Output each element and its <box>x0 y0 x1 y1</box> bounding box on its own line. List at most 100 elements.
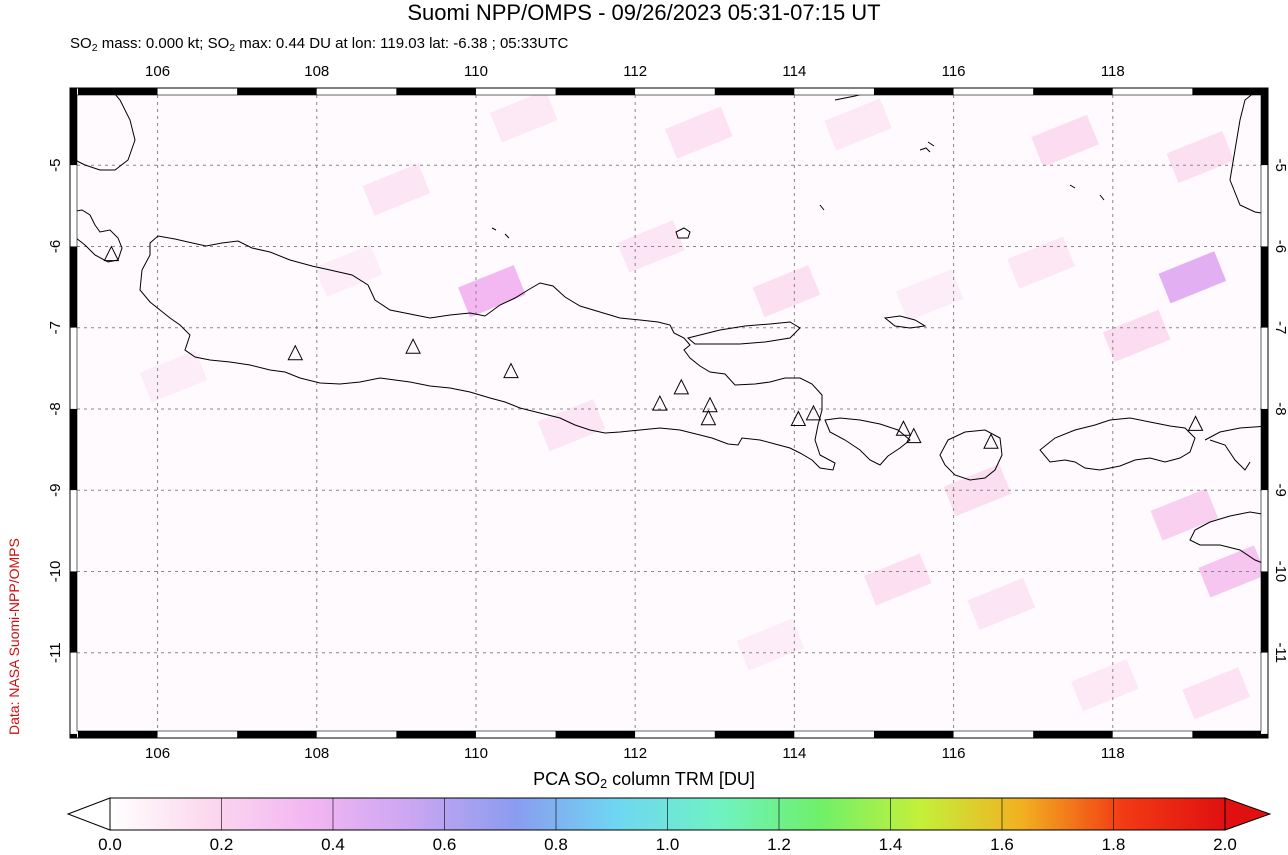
frame-segment <box>873 88 954 95</box>
so2-pixel <box>489 90 558 143</box>
volcano-icon <box>1187 415 1204 431</box>
so2-pixel <box>139 350 208 403</box>
lon-tick-label-top: 110 <box>464 63 488 80</box>
frame-segment <box>555 731 636 738</box>
frame-segment <box>70 165 77 247</box>
coastline-kangean <box>883 315 927 329</box>
frame-segment <box>794 731 874 738</box>
colorbar-label: 2.0 <box>1213 835 1237 854</box>
volcano-icon <box>405 338 421 354</box>
frame-segment <box>70 571 77 653</box>
lat-tick-label-left: -6 <box>47 240 64 253</box>
frame-segment <box>1261 327 1268 409</box>
frame-segment <box>1261 408 1268 491</box>
map-background <box>70 88 1268 738</box>
colorbar-title: PCA SO2 column TRM [DU] <box>533 769 755 791</box>
frame-segment <box>1033 88 1113 95</box>
so2-pixel <box>895 269 964 322</box>
frame-segment <box>1112 731 1193 738</box>
volcano-icon <box>700 409 717 426</box>
lon-tick-label-top: 108 <box>304 63 329 80</box>
lon-tick-label-top: 112 <box>623 63 647 80</box>
lon-tick-label-top: 118 <box>1101 63 1125 80</box>
volcano-icon <box>652 394 668 411</box>
coastline-islet-2 <box>819 184 1105 211</box>
lat-tick-label-right: -5 <box>1272 159 1288 172</box>
frame-segment <box>714 88 795 95</box>
so2-pixel <box>864 553 932 606</box>
lat-tick-label-left: -7 <box>47 321 64 334</box>
so2-pixel <box>752 265 821 318</box>
colorbar-label: 0.4 <box>321 835 345 854</box>
volcano-icon <box>103 245 120 262</box>
lon-tick-label-top: 106 <box>145 63 170 80</box>
frame-segment <box>475 731 556 738</box>
lon-tick-label-bottom: 118 <box>1101 745 1125 762</box>
coastline-bawean <box>675 227 691 239</box>
frame-segment <box>635 88 715 95</box>
lon-tick-label-top: 114 <box>782 63 806 80</box>
frame-segment <box>237 88 317 95</box>
frame-segment <box>873 731 954 738</box>
frame-segment <box>475 88 556 95</box>
volcano-icon <box>983 433 999 449</box>
so2-pixel <box>1182 667 1251 720</box>
volcano-icon <box>790 410 807 426</box>
so2-pixel <box>943 464 1012 517</box>
frame-segment <box>70 652 77 734</box>
so2-pixel <box>967 577 1036 631</box>
lat-tick-label-left: -8 <box>47 402 64 415</box>
lat-tick-label-right: -8 <box>1272 402 1288 415</box>
frame-segment <box>70 327 77 409</box>
coastline-islet-3 <box>1209 439 1251 471</box>
frame-segment <box>77 88 158 95</box>
frame-segment <box>953 731 1034 738</box>
frame-segment <box>1261 652 1268 734</box>
lon-tick-label-bottom: 106 <box>145 745 170 762</box>
lat-tick-label-left: -10 <box>47 561 64 583</box>
volcano-icon <box>805 404 822 421</box>
lat-tick-label-right: -9 <box>1272 484 1288 497</box>
lat-tick-label-right: -7 <box>1272 321 1288 334</box>
lon-tick-label-bottom: 116 <box>942 745 966 762</box>
coastline-lombok <box>939 429 1003 481</box>
frame-segment <box>316 88 397 95</box>
volcano-icon <box>287 344 304 361</box>
so2-pixel <box>458 265 526 318</box>
colorbar-label: 0.6 <box>432 835 457 854</box>
frame-segment <box>1261 165 1268 247</box>
volcano-icon <box>702 396 718 413</box>
so2-pixel <box>1150 488 1219 541</box>
volcano-markers <box>103 245 1204 449</box>
coastline-borneo-west <box>70 88 136 171</box>
coastline-sumatra <box>70 209 123 263</box>
colorbar-label: 0.0 <box>98 835 122 854</box>
frame-segment <box>77 731 158 738</box>
map-frame <box>69 87 1269 739</box>
axis-tick-labels: 106 106 108 108 110 110 112 112 114 114 116 116 118 1… <box>47 63 1288 762</box>
frame-segment <box>1261 490 1268 572</box>
frame-segment <box>157 731 238 738</box>
frame-outline <box>69 87 1269 739</box>
volcano-icon <box>503 362 519 379</box>
coastline-madura <box>686 321 801 345</box>
coastline-islet-1 <box>919 141 935 153</box>
frame-segment <box>635 731 715 738</box>
lat-tick-label-left: -11 <box>47 642 64 663</box>
colorbar-label: 0.2 <box>209 835 234 854</box>
frame-segment <box>1261 733 1268 738</box>
so2-summary: SO2 mass: 0.000 kt; SO2 max: 0.44 DU at … <box>70 35 569 54</box>
frame-segment <box>316 731 397 738</box>
so2-pixel <box>736 618 805 671</box>
so2-pixel <box>1031 114 1099 167</box>
frame-segment <box>396 88 476 95</box>
so2-pixel <box>824 98 892 151</box>
colorbar-high-arrow <box>1224 797 1272 831</box>
map-title: Suomi NPP/OMPS - 09/26/2023 05:31-07:15 … <box>407 0 881 25</box>
lat-tick-label-left: -9 <box>47 484 64 497</box>
frame-segment <box>396 731 476 738</box>
frame-segment <box>1261 246 1268 328</box>
so2-pixel <box>1102 309 1171 362</box>
colorbar-label: 1.0 <box>655 835 680 854</box>
